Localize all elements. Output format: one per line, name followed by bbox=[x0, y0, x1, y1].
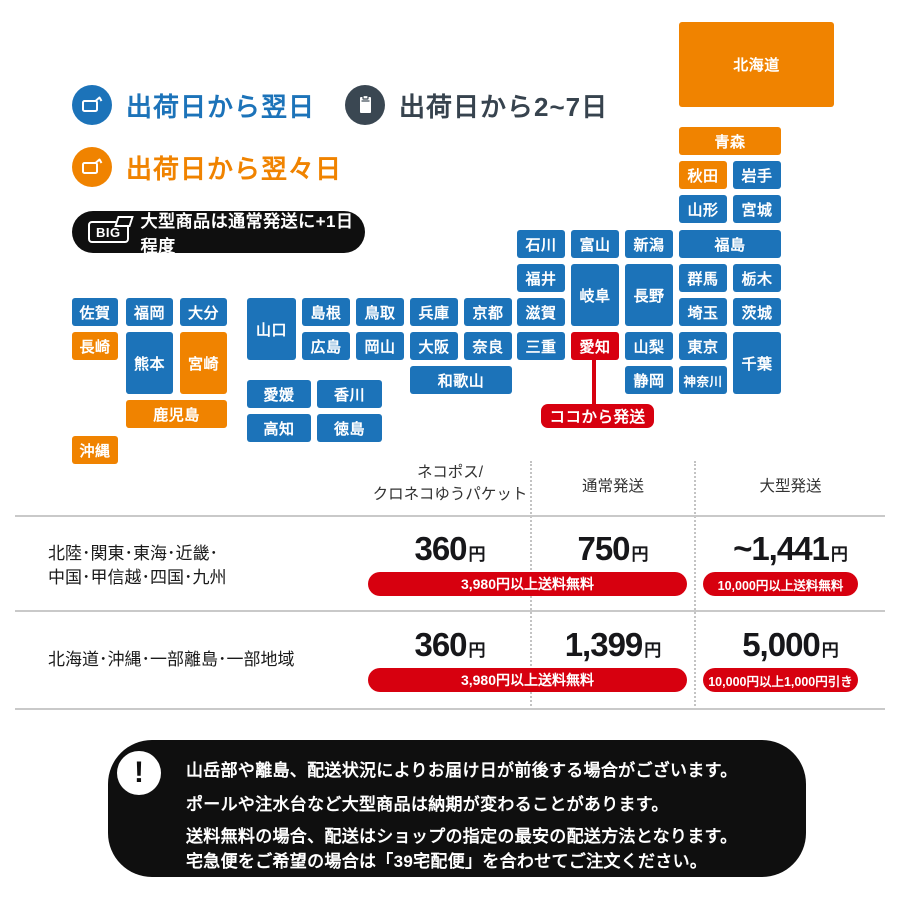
map-prefecture: 山形 bbox=[679, 195, 727, 223]
free-shipping-badge: 3,980円以上送料無料 bbox=[368, 668, 687, 692]
map-prefecture: 栃木 bbox=[733, 264, 781, 292]
ship-from-label: ココから発送 bbox=[541, 404, 654, 428]
map-prefecture: 岩手 bbox=[733, 161, 781, 189]
column-header-normal: 通常発送 bbox=[581, 478, 644, 495]
table-rule bbox=[15, 515, 885, 517]
map-prefecture: 奈良 bbox=[464, 332, 512, 360]
map-prefecture: 静岡 bbox=[625, 366, 673, 394]
legend-label: 出荷日から翌々日 bbox=[126, 153, 343, 184]
map-prefecture: 兵庫 bbox=[410, 298, 458, 326]
map-prefecture: 鹿児島 bbox=[126, 400, 227, 428]
envelope-icon bbox=[345, 85, 385, 125]
map-prefecture: 沖縄 bbox=[72, 436, 118, 464]
legend-label: 出荷日から2~7日 bbox=[399, 91, 609, 122]
map-prefecture: 佐賀 bbox=[72, 298, 118, 326]
price-nekopos: 360 円 bbox=[414, 626, 486, 663]
package-icon bbox=[72, 147, 112, 187]
map-prefecture: 長崎 bbox=[72, 332, 118, 360]
map-prefecture: 大分 bbox=[180, 298, 227, 326]
map-prefecture: 広島 bbox=[302, 332, 350, 360]
map-prefecture: 神奈川 bbox=[679, 366, 727, 394]
price-normal: 1,399 円 bbox=[564, 626, 662, 663]
map-prefecture: 北海道 bbox=[679, 22, 834, 107]
region-label: 北陸･関東･東海･近畿･ 中国･甲信越･四国･九州 bbox=[48, 544, 227, 587]
map-prefecture: 愛媛 bbox=[247, 380, 311, 408]
column-header-nekopos: ネコポス/ クロネコゆうパケット bbox=[372, 464, 528, 503]
map-prefecture: 群馬 bbox=[679, 264, 727, 292]
table-rule bbox=[15, 610, 885, 612]
map-prefecture: 宮城 bbox=[733, 195, 781, 223]
notice-line: 送料無料の場合、配送はショップの指定の最安の配送方法となります。 bbox=[186, 827, 738, 846]
map-prefecture: 埼玉 bbox=[679, 298, 727, 326]
table-column-divider bbox=[694, 461, 696, 710]
map-prefecture: 富山 bbox=[571, 230, 619, 258]
map-prefecture: 熊本 bbox=[126, 332, 173, 394]
free-shipping-badge: 3,980円以上送料無料 bbox=[368, 572, 687, 596]
map-prefecture: 山口 bbox=[247, 298, 296, 360]
map-prefecture: 東京 bbox=[679, 332, 727, 360]
exclamation-icon: ! bbox=[117, 751, 161, 795]
ship-from-connector-line bbox=[592, 359, 596, 406]
price-large: 5,000 円 bbox=[742, 626, 839, 663]
legend-two-days-later: 出荷日から翌々日 bbox=[72, 147, 342, 187]
price-large: ~1,441 円 bbox=[733, 530, 848, 567]
package-icon bbox=[72, 85, 112, 125]
large-discount-badge: 10,000円以上1,000円引き bbox=[703, 668, 858, 692]
map-prefecture: 愛知 bbox=[571, 332, 619, 360]
map-prefecture: 鳥取 bbox=[356, 298, 404, 326]
map-prefecture: 岡山 bbox=[356, 332, 404, 360]
map-prefecture: 青森 bbox=[679, 127, 781, 155]
notice-line: ポールや注水台など大型商品は納期が変わることがあります。 bbox=[186, 795, 669, 814]
map-prefecture: 宮崎 bbox=[180, 332, 227, 394]
price-nekopos: 360 円 bbox=[414, 530, 486, 567]
map-prefecture: 三重 bbox=[517, 332, 565, 360]
map-prefecture: 香川 bbox=[317, 380, 382, 408]
map-prefecture: 福井 bbox=[517, 264, 565, 292]
map-prefecture: 千葉 bbox=[733, 332, 781, 394]
region-label: 北海道･沖縄･一部離島･一部地域 bbox=[48, 650, 295, 669]
big-item-note: BIG 大型商品は通常発送に+1日程度 bbox=[72, 211, 365, 256]
map-prefecture: 山梨 bbox=[625, 332, 673, 360]
map-prefecture: 新潟 bbox=[625, 230, 673, 258]
map-prefecture: 茨城 bbox=[733, 298, 781, 326]
large-free-shipping-badge: 10,000円以上送料無料 bbox=[703, 572, 858, 596]
map-prefecture: 福岡 bbox=[126, 298, 173, 326]
map-prefecture: 滋賀 bbox=[517, 298, 565, 326]
map-prefecture: 島根 bbox=[302, 298, 350, 326]
map-prefecture: 徳島 bbox=[317, 414, 382, 442]
price-normal: 750 円 bbox=[577, 530, 649, 567]
column-header-large: 大型発送 bbox=[759, 478, 822, 495]
map-prefecture: 大阪 bbox=[410, 332, 458, 360]
notice-line: 宅急便をご希望の場合は「39宅配便」を合わせてご注文ください。 bbox=[186, 852, 708, 871]
notice-line: 山岳部や離島、配送状況によりお届け日が前後する場合がございます。 bbox=[186, 761, 738, 780]
legend-next-day: 出荷日から翌日 bbox=[72, 85, 315, 125]
map-prefecture: 京都 bbox=[464, 298, 512, 326]
map-prefecture: 秋田 bbox=[679, 161, 727, 189]
map-prefecture: 石川 bbox=[517, 230, 565, 258]
big-note-label: 大型商品は通常発送に+1日程度 bbox=[140, 212, 354, 256]
legend-label: 出荷日から翌日 bbox=[126, 91, 316, 122]
map-prefecture: 福島 bbox=[679, 230, 781, 258]
big-box-icon: BIG bbox=[88, 221, 129, 243]
table-rule bbox=[15, 708, 885, 710]
map-prefecture: 岐阜 bbox=[571, 264, 619, 326]
map-prefecture: 高知 bbox=[247, 414, 311, 442]
map-prefecture: 長野 bbox=[625, 264, 673, 326]
map-prefecture: 和歌山 bbox=[410, 366, 512, 394]
notice-box: ! 山岳部や離島、配送状況によりお届け日が前後する場合がございます。 ポールや注… bbox=[108, 740, 806, 877]
legend-2-7-days: 出荷日から2~7日 bbox=[345, 85, 608, 125]
